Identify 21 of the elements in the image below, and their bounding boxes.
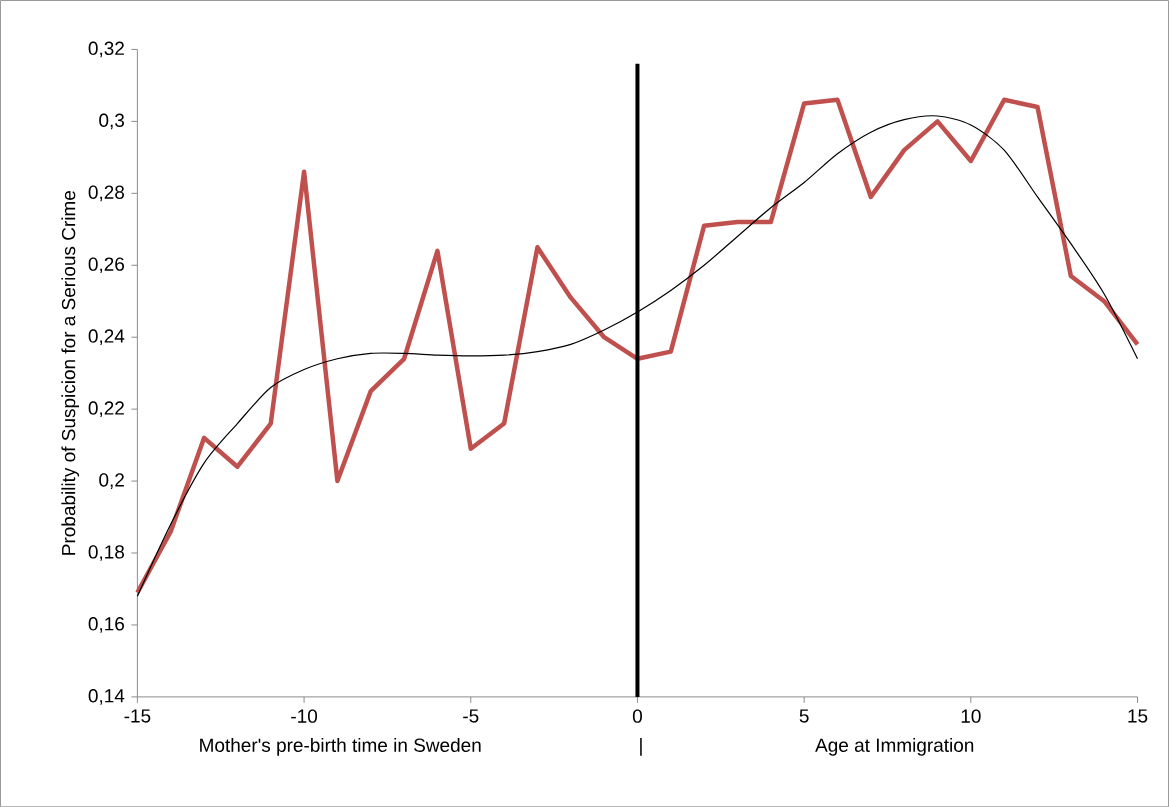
y-tick-label: 0,22 [88, 401, 124, 417]
x-tick-label: -10 [291, 709, 318, 723]
text: Mother's pre-birth time in Sweden [200, 737, 481, 756]
x-tick-label: 5 [799, 709, 809, 723]
y-tick-label: 0,14 [88, 688, 125, 705]
y-tick-label: 0,3 [99, 113, 125, 130]
y-tick-label: 0,2 [99, 473, 124, 489]
x-tick-label: -5 [463, 709, 479, 723]
x-tick-label: 0 [632, 709, 642, 723]
y-axis-title: Probability of Suspicion for a Serious Crime [61, 190, 80, 555]
x-tick-label: -15 [124, 709, 151, 723]
x-tick-label: 10 [961, 709, 981, 723]
y-tick-label: 0,32 [88, 41, 124, 58]
x-tick-label: 15 [1128, 709, 1148, 723]
y-tick-label: 0,24 [88, 329, 125, 345]
text: Age at Immigration [815, 737, 974, 756]
y-tick-label: 0,26 [88, 257, 125, 273]
y-tick-label: 0,18 [88, 545, 125, 561]
y-tick-label: 0,28 [88, 185, 125, 202]
y-tick-label: 0,16 [88, 616, 125, 633]
text: | [640, 737, 642, 756]
